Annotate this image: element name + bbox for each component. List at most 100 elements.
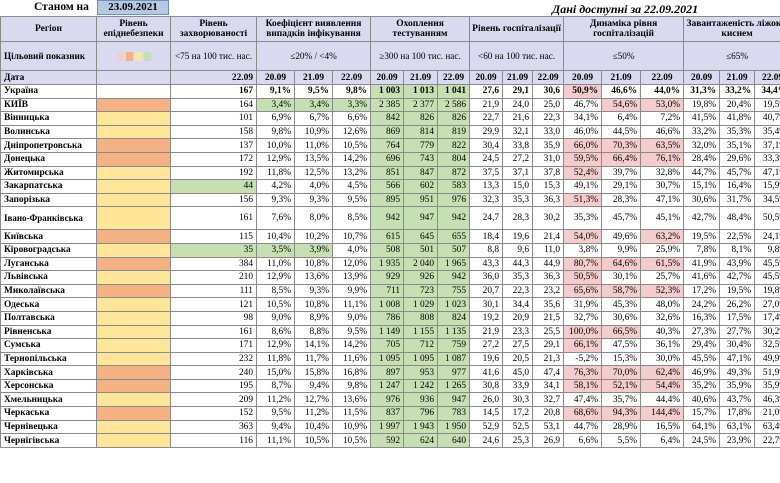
incidence-value: 156 (170, 192, 257, 208)
oxygen-value: 17,8% (719, 406, 756, 421)
col-incidence: Рівень захворюваності (170, 16, 257, 42)
country-total-row: Україна 167 9,1% 9,5% 9,8% 1 003 1 013 1 041 27,… (0, 84, 780, 99)
detection-value: 11,5% (331, 406, 372, 421)
col-epidemic-level: Рівень епіднебезпеки (96, 16, 171, 42)
report-header: Станом на 23.09.2021 Дані доступні за 22… (0, 0, 780, 16)
hospitalization-value: 20,5 (502, 351, 534, 367)
hospitalization-value: 11,0 (532, 242, 565, 258)
oxygen-value: 45,5% (683, 351, 721, 367)
dynamics-value: 52,1% (601, 378, 642, 394)
testing-value: 566 (370, 179, 405, 194)
testing-value: 976 (437, 192, 471, 208)
testing-value: 645 (403, 229, 439, 244)
epidemic-level (96, 338, 171, 353)
hospitalization-value: 20,7 (469, 283, 504, 299)
region-row: Чернігівська 116 11,1% 10,5% 10,5% 592 624 640 2… (0, 433, 780, 448)
oxygen-value: 26,2% (719, 297, 756, 312)
hospitalization-value: 20,8 (532, 406, 565, 421)
incidence-value: 161 (170, 324, 257, 340)
region-name: Черкаська (0, 406, 97, 421)
testing-value: 1 149 (370, 324, 405, 340)
incidence-value: 363 (170, 419, 257, 435)
detection-value: 11,6% (331, 351, 372, 367)
oxygen-value: 63,4% (754, 419, 780, 435)
testing-value: 869 (370, 124, 405, 140)
detection-value: 15,0% (256, 365, 295, 380)
epidemic-level (96, 151, 171, 167)
hospitalization-value: 21,5 (532, 310, 565, 326)
detection-value: 3,9% (294, 242, 333, 258)
detection-value: 9,3% (294, 283, 333, 299)
oxygen-value: 33,2% (719, 84, 756, 99)
testing-value: 723 (403, 283, 439, 299)
incidence-value: 44 (170, 179, 257, 194)
testing-value: 1 135 (437, 324, 471, 340)
testing-value: 583 (437, 179, 471, 194)
level-orange-swatch (125, 52, 133, 62)
hospitalization-value: 8,8 (469, 242, 504, 258)
detection-value: 9,5% (256, 406, 295, 421)
testing-value: 822 (437, 138, 471, 153)
date-cell: 21.09 (294, 70, 333, 85)
epidemic-level (96, 206, 171, 231)
oxygen-value: 19,8% (683, 97, 721, 113)
dynamics-value: 51,3% (563, 192, 603, 208)
dynamics-value: 3,8% (563, 242, 603, 258)
oxygen-value: 19,5% (719, 283, 756, 299)
oxygen-value: 37,1% (754, 138, 780, 153)
dynamics-value: 68,6% (563, 406, 603, 421)
testing-value: 2 586 (437, 97, 471, 113)
date-cell: 20.09 (563, 70, 603, 85)
detection-value: 7,6% (256, 206, 295, 231)
col-region: Регіон (0, 16, 97, 42)
testing-value: 1 087 (437, 351, 471, 367)
detection-value: 8,9% (294, 310, 333, 326)
hospitalization-value: 13,3 (469, 179, 504, 194)
dynamics-value: 35,3% (563, 206, 603, 231)
dynamics-value: 30,1% (601, 270, 642, 285)
hospitalization-value: 30,3 (502, 392, 534, 408)
testing-value: 947 (403, 206, 439, 231)
dynamics-value: 28,3% (601, 192, 642, 208)
dynamics-value: 76,3% (563, 365, 603, 380)
as-of-date: 23.09.2021 (97, 0, 169, 15)
detection-value: 6,6% (331, 111, 372, 126)
dynamics-value: 31,9% (563, 297, 603, 312)
col-hosp-dynamics: Динаміка рівня госпіталізацій (563, 16, 685, 42)
region-row: Хмельницька 209 11,2% 12,7% 13,6% 976 936 947 26… (0, 392, 780, 408)
region-row: Полтавська 98 9,0% 8,9% 9,0% 786 808 824 19,2 20,… (0, 310, 780, 326)
epidemic-level (96, 84, 171, 99)
testing-value: 624 (403, 433, 439, 448)
testing-value: 872 (437, 165, 471, 181)
region-name: Чернігівська (0, 433, 97, 448)
detection-value: 9,0% (331, 310, 372, 326)
hospitalization-value: 27,2 (502, 151, 534, 167)
dynamics-value: 64,6% (601, 256, 642, 272)
hospitalization-value: 22,3 (502, 283, 534, 299)
detection-value: 10,9% (331, 419, 372, 435)
oxygen-value: 42,7% (683, 206, 721, 231)
testing-value: 2 377 (403, 97, 439, 113)
detection-value: 13,2% (331, 165, 372, 181)
oxygen-value: 33,2% (683, 124, 721, 140)
testing-value: 1 997 (370, 419, 405, 435)
detection-value: 16,8% (331, 365, 372, 380)
target-testing: ≥300 на 100 тис. нас. (370, 41, 471, 71)
oxygen-value: 32,0% (683, 138, 721, 153)
dynamics-value: 100,0% (563, 324, 603, 340)
col-detection: Коефіцієнт виявлення випадків інфікуванн… (255, 16, 372, 42)
oxygen-value: 42,7% (719, 270, 756, 285)
region-row: Сумська 171 12,9% 14,1% 14,2% 705 712 759 27,2 27… (0, 338, 780, 353)
oxygen-value: 16,4% (719, 179, 756, 194)
hospitalization-value: 9,6 (502, 242, 534, 258)
detection-value: 3,3% (331, 97, 372, 113)
detection-value: 8,0% (294, 206, 333, 231)
region-row: Кіровоградська 35 3,5% 3,9% 4,0% 508 501 507 8,8… (0, 242, 780, 258)
dynamics-value: 39,7% (601, 165, 642, 181)
dynamics-value: 5,5% (601, 433, 642, 448)
detection-value: 12,9% (256, 151, 295, 167)
testing-value: 847 (403, 165, 439, 181)
region-row: Житомирська 192 11,8% 12,5% 13,2% 851 847 872 37… (0, 165, 780, 181)
incidence-value: 98 (170, 310, 257, 326)
detection-value: 13,9% (331, 270, 372, 285)
